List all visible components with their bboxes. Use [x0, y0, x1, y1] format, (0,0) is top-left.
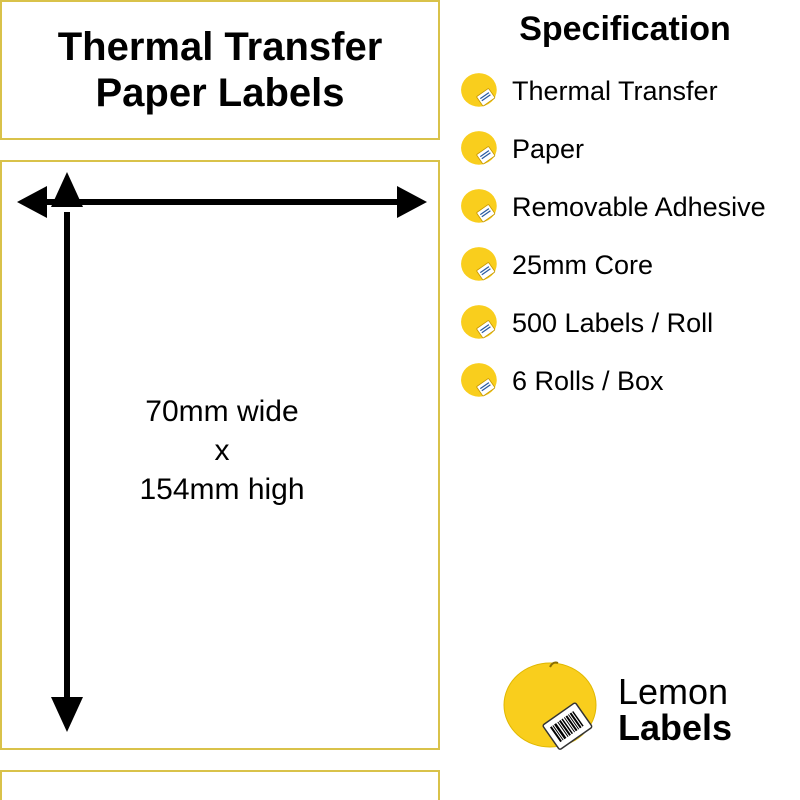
logo-line1: Lemon — [618, 674, 732, 710]
spec-item: 25mm Core — [460, 243, 790, 287]
header-title: Thermal Transfer Paper Labels — [58, 24, 383, 116]
logo-line2: Labels — [618, 710, 732, 746]
tag-icon — [460, 71, 502, 113]
dim-sep: x — [215, 434, 230, 467]
bottom-strip — [0, 770, 440, 800]
spec-item-label: 500 Labels / Roll — [512, 301, 713, 339]
tag-icon — [460, 187, 502, 229]
spec-item: Removable Adhesive — [460, 185, 790, 229]
header-line1: Thermal Transfer — [58, 25, 383, 69]
spec-item-label: Removable Adhesive — [512, 185, 766, 223]
logo-text: Lemon Labels — [618, 674, 732, 746]
spec-item: 500 Labels / Roll — [460, 301, 790, 345]
header-line2: Paper Labels — [95, 71, 344, 115]
dim-width: 70mm wide — [145, 395, 298, 428]
spec-item-label: Thermal Transfer — [512, 69, 718, 107]
dim-height: 154mm high — [139, 473, 304, 506]
lemon-labels-icon — [500, 655, 610, 765]
spec-list: Thermal Transfer Paper — [460, 69, 790, 403]
diagram-box: 70mm wide x 154mm high — [0, 160, 440, 750]
spec-item-label: 25mm Core — [512, 243, 653, 281]
specification-panel: Specification Thermal Transfer — [460, 10, 790, 417]
spec-item: 6 Rolls / Box — [460, 359, 790, 403]
dimension-text: 70mm wide x 154mm high — [92, 392, 352, 509]
left-panel: Thermal Transfer Paper Labels 70mm wide … — [0, 0, 440, 800]
brand-logo: Lemon Labels — [500, 640, 790, 780]
spec-item-label: Paper — [512, 127, 584, 165]
spec-item-label: 6 Rolls / Box — [512, 359, 664, 397]
spec-title: Specification — [460, 10, 790, 49]
spec-item: Thermal Transfer — [460, 69, 790, 113]
tag-icon — [460, 361, 502, 403]
tag-icon — [460, 129, 502, 171]
header-box: Thermal Transfer Paper Labels — [0, 0, 440, 140]
tag-icon — [460, 303, 502, 345]
tag-icon — [460, 245, 502, 287]
spec-item: Paper — [460, 127, 790, 171]
